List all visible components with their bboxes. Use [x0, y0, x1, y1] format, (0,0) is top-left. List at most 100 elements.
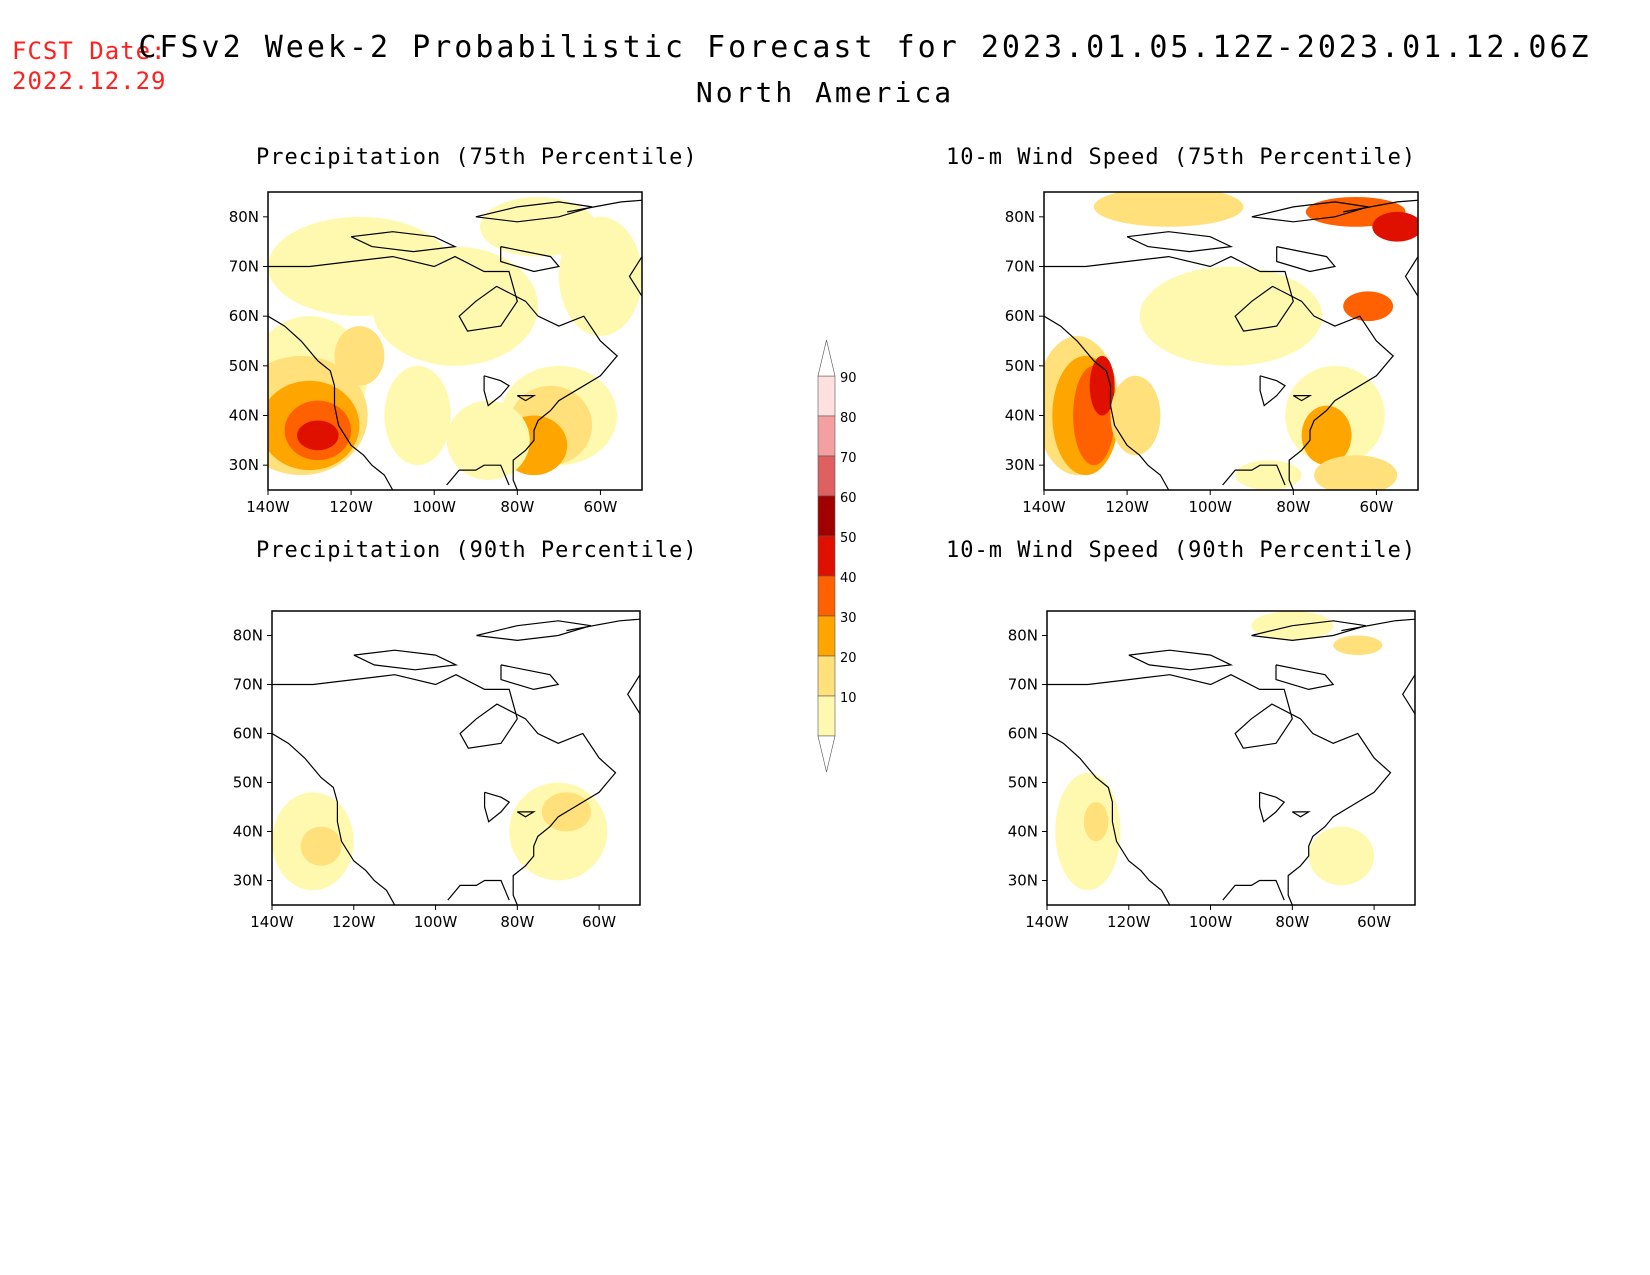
lat-tick-label: 50N: [229, 357, 259, 375]
region-title: North America: [695, 76, 955, 109]
colorbar-swatch: [817, 415, 836, 457]
coastline: [350, 231, 458, 253]
lon-tick-label: 140W: [250, 913, 294, 931]
map-frame: [271, 610, 641, 906]
lat-tick-label: 80N: [1008, 627, 1038, 645]
coastline: [566, 618, 640, 715]
lon-tick-label: 120W: [1107, 913, 1151, 931]
probability-area: [1333, 635, 1383, 656]
lat-tick-label: 60N: [1008, 725, 1038, 743]
probability-area: [1343, 291, 1394, 322]
coastline: [484, 791, 511, 823]
lat-tick-label: 40N: [1005, 407, 1035, 425]
lon-tick-label: 80W: [500, 913, 534, 931]
coastline: [1047, 732, 1171, 905]
colorbar-swatch: [817, 455, 836, 497]
map-panel-precip75: 80N 70N 60N 50N 40N 30N 140W 120W 100W 80W 60W: [229, 191, 643, 516]
map-frame: [267, 191, 643, 491]
coastline: [1222, 879, 1285, 901]
fcst-date: 2022.12.29: [12, 67, 167, 95]
coastline: [1044, 315, 1170, 490]
page-title: CFSv2 Week-2 Probabilistic Forecast for …: [138, 30, 1592, 65]
colorbar-label: 70: [840, 451, 857, 466]
colorbar-swatch: [817, 495, 836, 537]
lon-tick-label: 100W: [414, 913, 458, 931]
colorbar-swatch: [817, 575, 836, 617]
lat-tick-label: 80N: [229, 208, 259, 226]
lon-tick-label: 80W: [500, 498, 534, 516]
lat-tick-label: 60N: [229, 307, 259, 325]
lon-tick-label: 120W: [1105, 498, 1149, 516]
coastline: [1126, 231, 1234, 253]
colorbar-label: 50: [840, 531, 857, 546]
map-frame: [1046, 610, 1416, 906]
lat-tick-label: 70N: [1005, 258, 1035, 276]
coastline: [567, 199, 642, 298]
lon-tick-label: 80W: [1276, 498, 1310, 516]
probability-area: [1110, 375, 1161, 456]
map-panel-wind90: 80N 70N 60N 50N 40N 30N 140W 120W 100W 80W 60W: [1008, 610, 1416, 931]
map-panel-precip90: 80N 70N 60N 50N 40N 30N 140W 120W 100W 80W 60W: [233, 610, 641, 931]
coastline: [516, 811, 536, 818]
lat-tick-label: 50N: [233, 774, 263, 792]
forecast-date-label: FCST Date: 2022.12.29: [12, 36, 167, 96]
panel-title-wind75: 10-m Wind Speed (75th Percentile): [946, 145, 1417, 170]
lon-tick-label: 140W: [1025, 913, 1069, 931]
colorbar-label: 20: [840, 651, 857, 666]
lat-tick-label: 80N: [1005, 208, 1035, 226]
lat-tick-label: 60N: [233, 725, 263, 743]
lon-tick-label: 60W: [582, 913, 616, 931]
map-frame: [1043, 191, 1419, 491]
lon-tick-label: 100W: [1188, 498, 1232, 516]
lon-tick-label: 100W: [1189, 913, 1233, 931]
probability-area: [1139, 266, 1323, 366]
lon-tick-label: 140W: [246, 498, 290, 516]
coastline: [268, 255, 618, 490]
fcst-label: FCST Date:: [12, 37, 167, 65]
coastline: [1291, 811, 1311, 818]
coastline: [483, 375, 510, 407]
coastline: [1341, 618, 1415, 715]
lat-tick-label: 50N: [1005, 357, 1035, 375]
coastline: [447, 879, 510, 901]
coastline: [500, 246, 561, 273]
coastline: [353, 649, 459, 671]
lat-tick-label: 30N: [1005, 456, 1035, 474]
colorbar-swatch: [817, 535, 836, 577]
lat-tick-label: 40N: [233, 823, 263, 841]
coastline: [1222, 464, 1286, 486]
probability-area: [334, 326, 385, 386]
panel-title-wind90: 10-m Wind Speed (90th Percentile): [946, 538, 1417, 563]
probability-area: [1093, 192, 1244, 227]
colorbar-top-arrow: [817, 339, 836, 377]
colorbar-bottom-arrow: [817, 735, 836, 773]
lat-tick-label: 70N: [1008, 676, 1038, 694]
lat-tick-label: 30N: [1008, 872, 1038, 890]
coastline: [1259, 375, 1286, 407]
coastline: [500, 664, 560, 691]
probability-area: [297, 420, 339, 451]
lat-tick-label: 70N: [233, 676, 263, 694]
lon-tick-label: 60W: [1359, 498, 1393, 516]
probability-area: [1235, 460, 1302, 490]
coastline: [1276, 246, 1337, 273]
probability-area: [384, 365, 451, 466]
coastline: [268, 315, 394, 490]
coastline: [272, 674, 617, 905]
lon-tick-label: 120W: [332, 913, 376, 931]
coastline: [1047, 674, 1392, 905]
colorbar-label: 90: [840, 371, 857, 386]
colorbar-swatch: [817, 655, 836, 697]
lat-tick-label: 50N: [1008, 774, 1038, 792]
coastline: [1275, 664, 1335, 691]
colorbar-label: 80: [840, 411, 857, 426]
probability-area: [446, 400, 530, 481]
coastline: [1044, 255, 1394, 490]
lat-tick-label: 70N: [229, 258, 259, 276]
coastline: [446, 464, 510, 486]
colorbar-label: 10: [840, 691, 857, 706]
lon-tick-label: 100W: [412, 498, 456, 516]
lat-tick-label: 40N: [1008, 823, 1038, 841]
coastline: [1292, 395, 1313, 402]
